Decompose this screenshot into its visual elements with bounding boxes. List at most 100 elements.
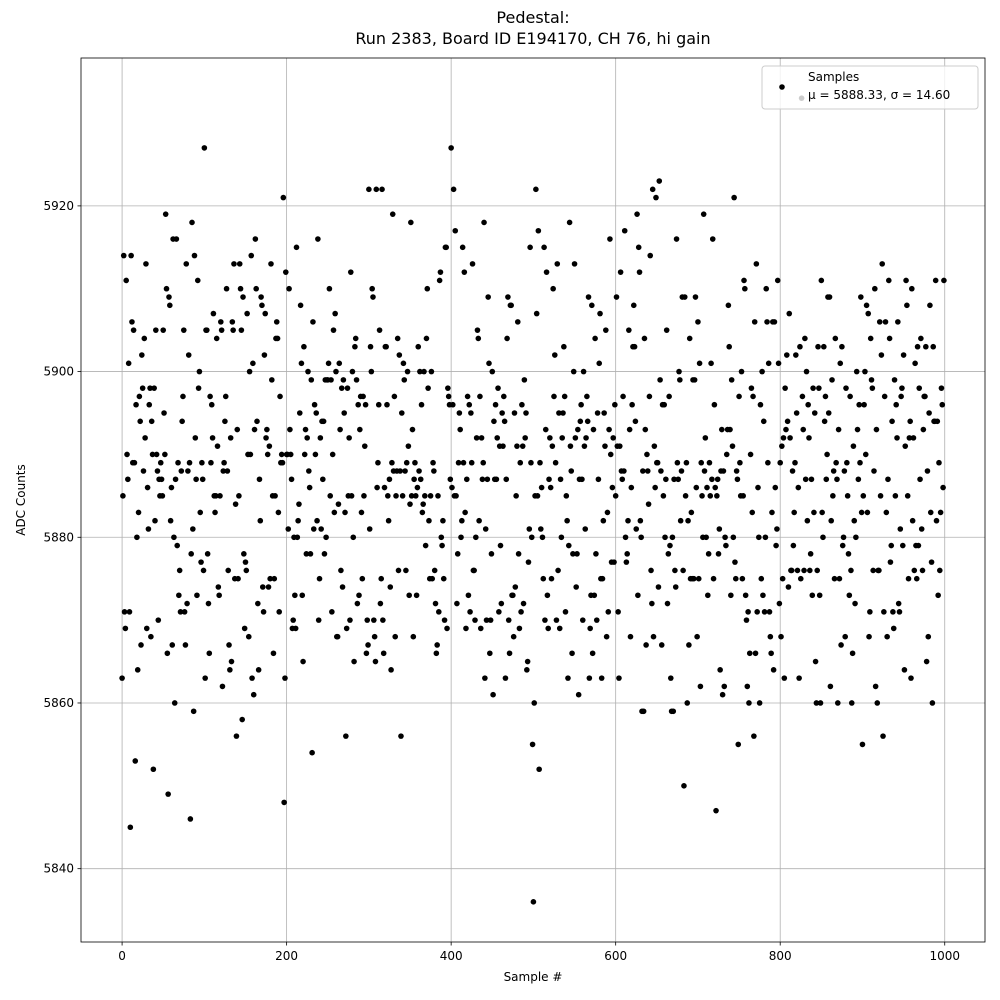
data-point <box>622 534 629 541</box>
data-point <box>807 567 813 574</box>
data-point <box>139 385 146 391</box>
data-point <box>151 385 157 391</box>
data-point <box>775 360 782 367</box>
data-point <box>636 269 643 275</box>
data-point <box>582 526 589 532</box>
data-point <box>488 551 495 557</box>
data-point <box>630 302 637 309</box>
data-point <box>354 600 361 607</box>
data-point <box>786 310 793 317</box>
data-point <box>745 609 751 615</box>
data-point <box>419 509 426 516</box>
data-point <box>714 493 720 499</box>
data-point <box>183 261 190 267</box>
data-point <box>471 567 477 574</box>
data-point <box>744 683 751 690</box>
data-point <box>374 484 380 491</box>
data-point <box>454 600 460 607</box>
data-point <box>754 609 760 615</box>
data-point <box>240 294 246 300</box>
data-point <box>909 517 916 524</box>
data-point <box>145 526 152 532</box>
data-point <box>937 509 944 516</box>
data-point <box>403 459 410 466</box>
data-point <box>520 600 527 607</box>
data-point <box>305 368 311 375</box>
data-point <box>415 343 422 350</box>
data-point <box>327 493 334 499</box>
data-point <box>338 567 344 574</box>
data-point <box>872 683 879 690</box>
data-point <box>562 609 569 615</box>
data-point <box>872 285 878 292</box>
data-point <box>803 368 810 375</box>
data-point <box>834 476 840 483</box>
data-point <box>179 418 185 425</box>
data-point <box>458 534 464 541</box>
data-point <box>848 700 855 706</box>
data-point <box>770 667 777 673</box>
data-point <box>503 476 510 483</box>
data-point <box>667 675 674 681</box>
data-point <box>494 435 501 441</box>
data-point <box>241 551 247 557</box>
data-point <box>572 435 579 441</box>
data-point <box>583 435 589 441</box>
data-point <box>266 443 273 449</box>
data-point <box>548 575 555 582</box>
data-point <box>594 410 601 416</box>
data-point <box>675 476 681 483</box>
data-point <box>330 327 337 333</box>
data-point <box>216 592 222 599</box>
data-point <box>186 459 193 466</box>
data-point <box>551 393 557 400</box>
data-point <box>209 435 216 441</box>
data-point <box>920 426 927 433</box>
data-point <box>139 352 145 358</box>
data-point <box>531 700 538 706</box>
data-point <box>738 368 745 375</box>
data-point <box>426 517 432 524</box>
data-point <box>677 377 683 383</box>
data-point <box>367 343 374 350</box>
data-point <box>307 551 314 557</box>
data-point <box>896 609 903 615</box>
data-point <box>692 294 699 300</box>
data-point <box>851 517 858 524</box>
data-point <box>714 476 721 483</box>
data-point <box>184 600 190 607</box>
data-point <box>890 609 896 615</box>
data-point <box>927 302 933 309</box>
data-point <box>654 459 661 466</box>
data-point <box>604 509 611 516</box>
data-point <box>757 401 764 408</box>
data-point <box>346 435 352 441</box>
data-point <box>155 617 162 623</box>
data-point <box>482 675 488 681</box>
data-point <box>376 327 383 333</box>
data-point <box>133 401 139 408</box>
data-point <box>506 650 513 657</box>
data-point <box>428 368 435 375</box>
data-point <box>862 368 868 375</box>
data-point <box>468 410 474 416</box>
data-point <box>208 459 214 466</box>
data-point <box>143 261 149 267</box>
data-point <box>645 501 652 507</box>
data-point <box>778 633 784 640</box>
data-point <box>793 352 799 358</box>
data-point <box>586 675 593 681</box>
data-point <box>176 592 182 599</box>
data-point <box>326 285 333 292</box>
data-point <box>193 476 199 483</box>
data-point <box>623 559 630 565</box>
data-point <box>759 368 765 375</box>
data-point <box>294 534 301 541</box>
data-point <box>524 658 531 665</box>
data-point <box>166 294 172 300</box>
data-point <box>347 617 353 623</box>
data-point <box>234 426 241 433</box>
data-point <box>533 186 539 193</box>
data-point <box>278 451 285 458</box>
data-point <box>459 244 466 251</box>
